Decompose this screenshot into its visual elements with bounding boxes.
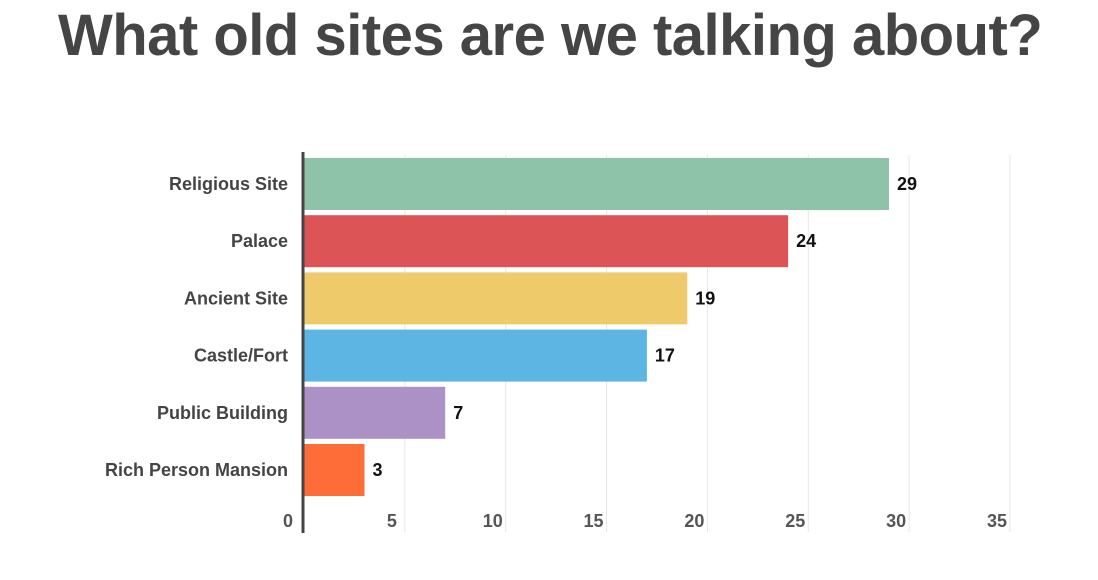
- bar-public-building: [304, 386, 446, 439]
- x-tick-label: 35: [987, 511, 1007, 531]
- data-label: 17: [655, 346, 675, 366]
- chart-title: What old sites are we talking about?: [58, 3, 1043, 68]
- x-tick-label: 20: [684, 511, 704, 531]
- bars: [304, 158, 889, 496]
- data-label: 24: [796, 231, 816, 251]
- bar-castle-fort: [304, 329, 647, 382]
- category-label: Castle/Fort: [194, 346, 288, 366]
- category-label: Rich Person Mansion: [105, 460, 288, 480]
- x-tick-label: 25: [785, 511, 805, 531]
- data-label: 29: [897, 174, 917, 194]
- category-label: Ancient Site: [184, 288, 288, 308]
- bar-rich-person-mansion: [304, 444, 365, 496]
- category-label: Religious Site: [169, 174, 288, 194]
- x-axis-ticks: 0 5 10 15 20 25 30 35: [283, 511, 1007, 531]
- x-tick-label: 5: [387, 511, 397, 531]
- x-tick-label: 15: [584, 511, 604, 531]
- data-label: 3: [373, 460, 383, 480]
- bar-palace: [304, 215, 789, 268]
- category-labels: Religious Site Palace Ancient Site Castle/F…: [105, 174, 288, 480]
- data-label: 7: [453, 403, 463, 423]
- x-tick-label: 0: [283, 511, 293, 531]
- bar-religious-site: [304, 158, 889, 210]
- category-label: Palace: [231, 231, 288, 251]
- x-tick-label: 30: [886, 511, 906, 531]
- x-tick-label: 10: [483, 511, 503, 531]
- data-label: 19: [695, 288, 715, 308]
- category-label: Public Building: [157, 403, 288, 423]
- value-labels: 29 24 19 17 7 3: [373, 174, 917, 480]
- bar-ancient-site: [304, 272, 688, 325]
